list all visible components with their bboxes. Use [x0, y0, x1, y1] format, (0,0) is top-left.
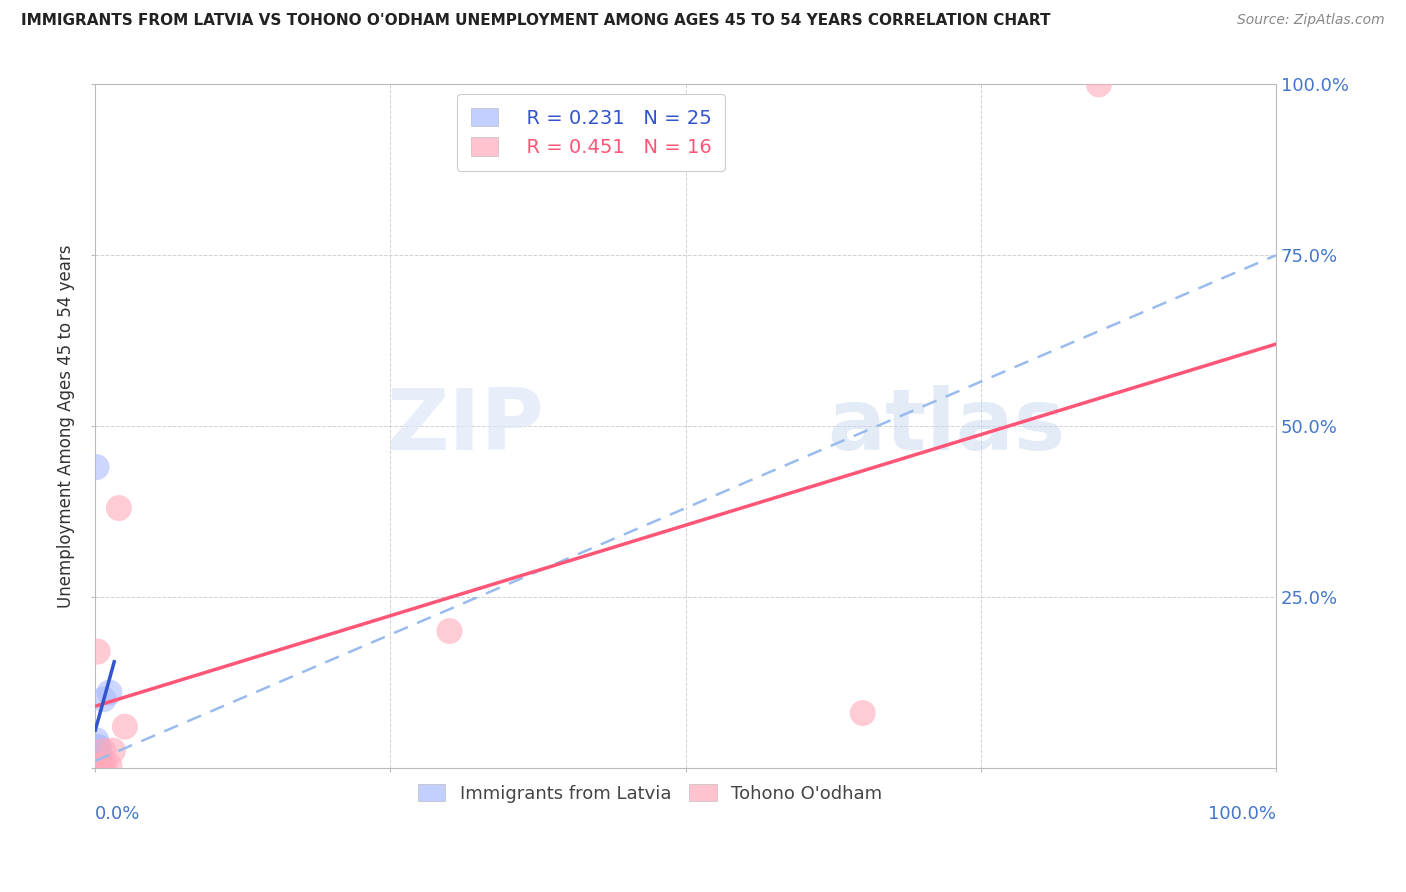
- Text: IMMIGRANTS FROM LATVIA VS TOHONO O'ODHAM UNEMPLOYMENT AMONG AGES 45 TO 54 YEARS : IMMIGRANTS FROM LATVIA VS TOHONO O'ODHAM…: [21, 13, 1050, 29]
- Point: [87, 757, 110, 772]
- Point: [86, 757, 108, 772]
- Point: [91, 758, 114, 772]
- Point: [86, 754, 108, 768]
- Point: [87, 758, 110, 772]
- Point: [1088, 78, 1111, 92]
- Point: [86, 754, 108, 768]
- Point: [86, 733, 108, 747]
- Point: [89, 747, 111, 761]
- Point: [86, 757, 108, 772]
- Point: [101, 744, 124, 758]
- Point: [93, 692, 115, 706]
- Point: [86, 644, 108, 658]
- Point: [86, 757, 108, 772]
- Point: [87, 757, 110, 772]
- Point: [86, 740, 108, 755]
- Point: [94, 758, 117, 772]
- Point: [98, 758, 121, 772]
- Point: [86, 757, 108, 772]
- Text: Source: ZipAtlas.com: Source: ZipAtlas.com: [1237, 13, 1385, 28]
- Text: 100.0%: 100.0%: [1208, 805, 1277, 823]
- Point: [90, 758, 112, 772]
- Point: [86, 757, 108, 772]
- Y-axis label: Unemployment Among Ages 45 to 54 years: Unemployment Among Ages 45 to 54 years: [58, 244, 75, 607]
- Point: [87, 758, 110, 772]
- Point: [108, 501, 131, 516]
- Point: [439, 624, 461, 638]
- Point: [87, 747, 110, 761]
- Text: ZIP: ZIP: [387, 384, 544, 467]
- Point: [86, 757, 108, 772]
- Point: [86, 757, 108, 772]
- Legend: Immigrants from Latvia, Tohono O'odham: Immigrants from Latvia, Tohono O'odham: [411, 777, 890, 810]
- Point: [86, 757, 108, 772]
- Point: [90, 758, 112, 772]
- Point: [87, 740, 110, 755]
- Text: 0.0%: 0.0%: [96, 805, 141, 823]
- Point: [87, 754, 110, 768]
- Point: [86, 757, 108, 772]
- Point: [98, 685, 121, 699]
- Point: [86, 757, 108, 772]
- Point: [852, 706, 875, 720]
- Point: [86, 460, 108, 475]
- Point: [93, 744, 115, 758]
- Text: atlas: atlas: [827, 384, 1066, 467]
- Point: [86, 757, 108, 772]
- Point: [86, 754, 108, 768]
- Point: [87, 758, 110, 772]
- Point: [114, 720, 136, 734]
